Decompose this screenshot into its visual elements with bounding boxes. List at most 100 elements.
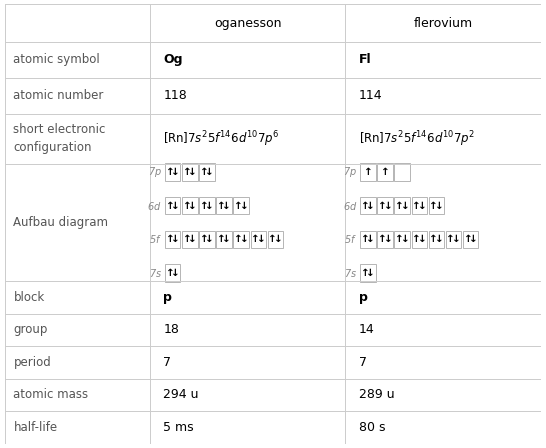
Text: Aufbau diagram: Aufbau diagram bbox=[14, 216, 109, 229]
Text: 7: 7 bbox=[359, 356, 366, 369]
Text: 7: 7 bbox=[163, 356, 171, 369]
Text: atomic number: atomic number bbox=[14, 90, 104, 103]
Text: ↓: ↓ bbox=[366, 234, 375, 244]
Text: ↓: ↓ bbox=[171, 201, 180, 211]
Text: ↓: ↓ bbox=[435, 201, 444, 211]
FancyBboxPatch shape bbox=[199, 163, 215, 181]
Text: 289 u: 289 u bbox=[359, 388, 394, 401]
Text: ↑: ↑ bbox=[361, 201, 370, 211]
Text: ↑: ↑ bbox=[364, 167, 372, 177]
FancyBboxPatch shape bbox=[394, 163, 410, 181]
Text: ↓: ↓ bbox=[205, 201, 214, 211]
FancyBboxPatch shape bbox=[412, 231, 427, 248]
Text: ↓: ↓ bbox=[418, 201, 426, 211]
FancyBboxPatch shape bbox=[216, 231, 232, 248]
FancyBboxPatch shape bbox=[268, 231, 283, 248]
Text: 18: 18 bbox=[163, 323, 179, 336]
Text: ↓: ↓ bbox=[366, 201, 375, 211]
FancyBboxPatch shape bbox=[165, 264, 180, 282]
Text: ↑: ↑ bbox=[182, 167, 192, 177]
Text: ↑: ↑ bbox=[200, 167, 209, 177]
Text: half-life: half-life bbox=[14, 421, 58, 434]
Text: ↓: ↓ bbox=[222, 234, 231, 244]
FancyBboxPatch shape bbox=[394, 231, 410, 248]
Text: 118: 118 bbox=[163, 90, 187, 103]
Text: ↓: ↓ bbox=[401, 234, 410, 244]
FancyBboxPatch shape bbox=[199, 197, 215, 215]
Text: 7$s$: 7$s$ bbox=[149, 267, 162, 279]
Text: oganesson: oganesson bbox=[214, 17, 281, 30]
FancyBboxPatch shape bbox=[360, 231, 376, 248]
Text: ↑: ↑ bbox=[234, 201, 243, 211]
Text: ↑: ↑ bbox=[182, 234, 192, 244]
FancyBboxPatch shape bbox=[182, 231, 198, 248]
Text: ↓: ↓ bbox=[171, 234, 180, 244]
Text: ↓: ↓ bbox=[383, 201, 392, 211]
Text: period: period bbox=[14, 356, 51, 369]
Text: [Rn]7$s^2$5$f^{14}$6$d^{10}$7$p^6$: [Rn]7$s^2$5$f^{14}$6$d^{10}$7$p^6$ bbox=[163, 129, 280, 149]
FancyBboxPatch shape bbox=[165, 163, 180, 181]
Text: atomic mass: atomic mass bbox=[14, 388, 88, 401]
Text: ↓: ↓ bbox=[401, 201, 410, 211]
Text: block: block bbox=[14, 291, 45, 304]
Text: Fl: Fl bbox=[359, 53, 371, 66]
Text: ↑: ↑ bbox=[200, 234, 209, 244]
Text: ↑: ↑ bbox=[182, 201, 192, 211]
FancyBboxPatch shape bbox=[182, 197, 198, 215]
FancyBboxPatch shape bbox=[360, 197, 376, 215]
FancyBboxPatch shape bbox=[360, 163, 376, 181]
Text: ↓: ↓ bbox=[240, 201, 248, 211]
FancyBboxPatch shape bbox=[429, 197, 444, 215]
Text: ↑: ↑ bbox=[165, 201, 174, 211]
FancyBboxPatch shape bbox=[412, 197, 427, 215]
Text: 5$f$: 5$f$ bbox=[149, 233, 162, 246]
Text: ↑: ↑ bbox=[200, 201, 209, 211]
FancyBboxPatch shape bbox=[182, 163, 198, 181]
FancyBboxPatch shape bbox=[360, 264, 376, 282]
Text: 7$s$: 7$s$ bbox=[344, 267, 357, 279]
FancyBboxPatch shape bbox=[377, 231, 393, 248]
FancyBboxPatch shape bbox=[251, 231, 266, 248]
Text: ↑: ↑ bbox=[412, 201, 421, 211]
Text: ↑: ↑ bbox=[165, 268, 174, 278]
Text: ↑: ↑ bbox=[361, 268, 370, 278]
Text: ↑: ↑ bbox=[381, 167, 389, 177]
Text: atomic symbol: atomic symbol bbox=[14, 53, 100, 66]
Text: ↓: ↓ bbox=[383, 234, 392, 244]
Text: ↓: ↓ bbox=[240, 234, 248, 244]
Text: p: p bbox=[359, 291, 367, 304]
Text: ↑: ↑ bbox=[395, 234, 404, 244]
Text: ↑: ↑ bbox=[464, 234, 472, 244]
FancyBboxPatch shape bbox=[394, 197, 410, 215]
Text: ↑: ↑ bbox=[165, 167, 174, 177]
Text: ↑: ↑ bbox=[234, 234, 243, 244]
Text: 294 u: 294 u bbox=[163, 388, 199, 401]
FancyBboxPatch shape bbox=[233, 231, 249, 248]
Text: ↓: ↓ bbox=[274, 234, 283, 244]
Text: ↓: ↓ bbox=[188, 201, 197, 211]
Text: short electronic
configuration: short electronic configuration bbox=[14, 123, 106, 155]
Text: ↓: ↓ bbox=[188, 234, 197, 244]
FancyBboxPatch shape bbox=[429, 231, 444, 248]
Text: ↑: ↑ bbox=[268, 234, 277, 244]
Text: ↑: ↑ bbox=[378, 234, 387, 244]
Text: 5 ms: 5 ms bbox=[163, 421, 194, 434]
Text: ↑: ↑ bbox=[447, 234, 455, 244]
Text: group: group bbox=[14, 323, 48, 336]
Text: ↑: ↑ bbox=[217, 234, 225, 244]
Text: [Rn]7$s^2$5$f^{14}$6$d^{10}$7$p^2$: [Rn]7$s^2$5$f^{14}$6$d^{10}$7$p^2$ bbox=[359, 129, 475, 149]
Text: ↑: ↑ bbox=[429, 201, 438, 211]
Text: Og: Og bbox=[163, 53, 183, 66]
Text: 6$d$: 6$d$ bbox=[342, 200, 357, 211]
Text: ↓: ↓ bbox=[205, 167, 214, 177]
Text: ↓: ↓ bbox=[205, 234, 214, 244]
Text: 114: 114 bbox=[359, 90, 382, 103]
Text: ↓: ↓ bbox=[171, 268, 180, 278]
Text: ↑: ↑ bbox=[412, 234, 421, 244]
Text: ↑: ↑ bbox=[165, 234, 174, 244]
Text: 7$p$: 7$p$ bbox=[148, 165, 162, 179]
FancyBboxPatch shape bbox=[165, 231, 180, 248]
FancyBboxPatch shape bbox=[463, 231, 478, 248]
Text: flerovium: flerovium bbox=[413, 17, 472, 30]
FancyBboxPatch shape bbox=[377, 163, 393, 181]
